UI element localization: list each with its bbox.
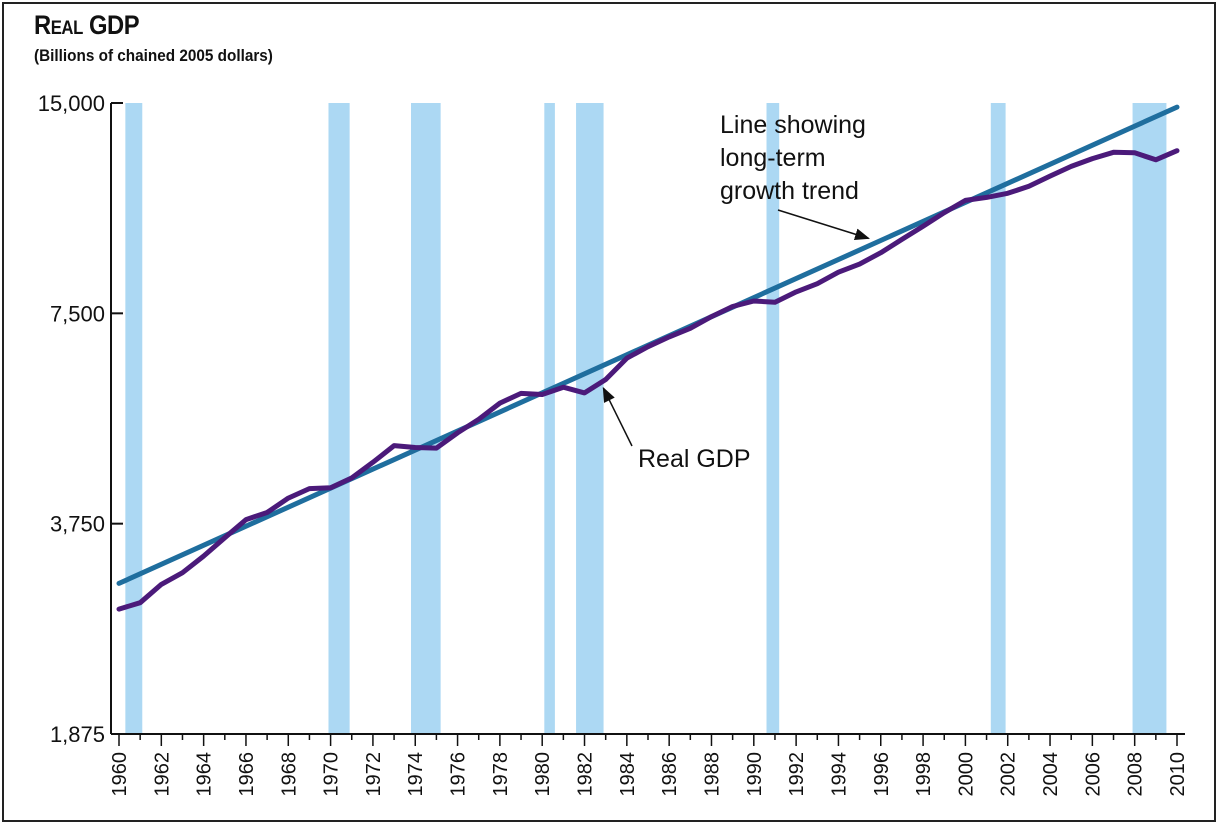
recession-band bbox=[766, 103, 780, 734]
y-tick-label: 3,750 bbox=[50, 512, 105, 537]
x-tick-label: 1960 bbox=[109, 752, 131, 797]
trend-annotation-line-1: Line showing bbox=[720, 111, 866, 139]
x-tick-label: 1986 bbox=[659, 752, 681, 797]
x-tick-label: 2006 bbox=[1082, 752, 1104, 797]
chart-subtitle: (Billions of chained 2005 dollars) bbox=[34, 46, 273, 65]
trend-annotation: Line showing long-term growth trend bbox=[720, 111, 870, 241]
x-tick-label: 1976 bbox=[448, 752, 470, 797]
x-tick-label: 1998 bbox=[913, 752, 935, 797]
x-tick-label: 1996 bbox=[871, 752, 893, 797]
x-tick-label: 1968 bbox=[278, 752, 300, 797]
x-tick-label: 1992 bbox=[786, 752, 808, 797]
x-tick-label: 1994 bbox=[828, 752, 850, 797]
trend-annotation-line-2: long-term bbox=[720, 144, 826, 172]
gdp-annotation-label: Real GDP bbox=[638, 445, 751, 473]
x-tick-label: 1988 bbox=[701, 752, 723, 797]
recession-band bbox=[576, 103, 604, 734]
x-ticks: 1960 1962 1964 1966 1968 1970 1972 1974 1976 1978… bbox=[109, 734, 1189, 797]
x-tick-label: 1962 bbox=[151, 752, 173, 797]
x-tick-label: 2010 bbox=[1167, 752, 1189, 797]
x-tick-label: 2004 bbox=[1040, 752, 1062, 797]
recession-band bbox=[544, 103, 555, 734]
x-tick-label: 1970 bbox=[321, 752, 343, 797]
recession-band bbox=[1132, 103, 1167, 734]
x-tick-label: 1982 bbox=[575, 752, 597, 797]
recession-band bbox=[328, 103, 350, 734]
x-tick-label: 2008 bbox=[1125, 752, 1147, 797]
y-tick-label: 1,875 bbox=[50, 722, 105, 747]
x-tick-label: 2002 bbox=[998, 752, 1020, 797]
recession-band bbox=[125, 103, 143, 734]
trend-annotation-line-3: growth trend bbox=[720, 177, 859, 205]
real-gdp-line bbox=[116, 148, 1180, 612]
x-tick-label: 1984 bbox=[617, 752, 639, 797]
recession-band bbox=[990, 103, 1006, 734]
series bbox=[116, 104, 1180, 612]
recession-band bbox=[411, 103, 441, 734]
x-tick-label: 1990 bbox=[744, 752, 766, 797]
gdp-annotation: Real GDP bbox=[602, 386, 751, 473]
x-tick-label: 1972 bbox=[363, 752, 385, 797]
x-tick-label: 1974 bbox=[405, 752, 427, 797]
x-tick-label: 1966 bbox=[236, 752, 258, 797]
axes bbox=[110, 103, 1185, 735]
y-ticks: 1,875 3,750 7,500 15,000 bbox=[38, 91, 123, 747]
x-tick-label: 1964 bbox=[194, 752, 216, 797]
gdp-annotation-arrow bbox=[602, 386, 633, 447]
x-tick-label: 1978 bbox=[490, 752, 512, 797]
y-tick-label: 15,000 bbox=[38, 91, 105, 116]
x-tick-label: 1980 bbox=[532, 752, 554, 797]
x-tick-label: 2000 bbox=[955, 752, 977, 797]
y-tick-label: 7,500 bbox=[50, 301, 105, 326]
recession-bands bbox=[125, 103, 1167, 734]
chart-title: Real GDP bbox=[34, 10, 140, 40]
trend-annotation-arrow bbox=[777, 209, 870, 241]
